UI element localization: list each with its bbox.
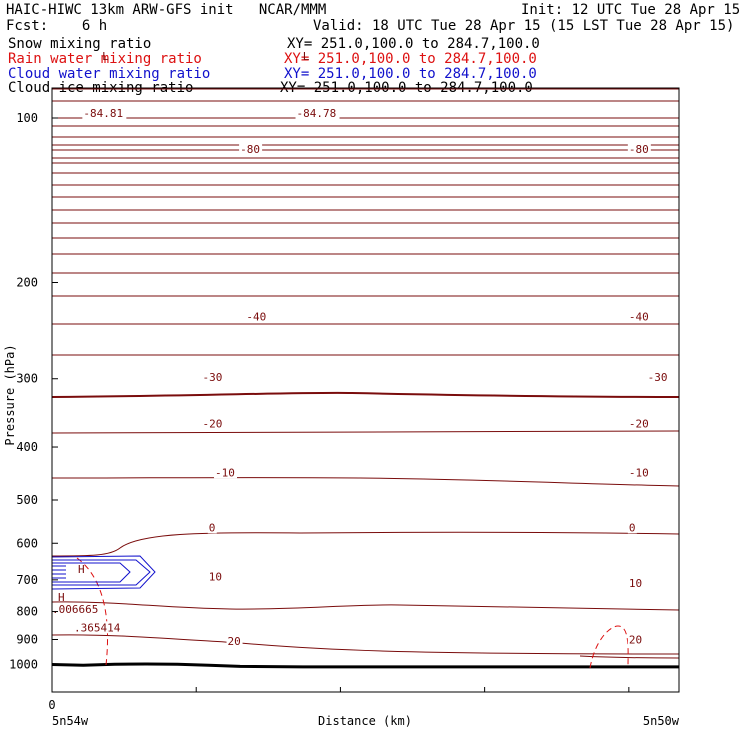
isotherm-line [51,430,680,434]
contour-label-bg [295,107,340,120]
contour-label: -40 [629,311,649,324]
field-label-rain: Rain water mixing ratio [8,51,202,67]
field-label-snow: Snow mixing ratio [8,36,152,52]
contour-label: 20 [228,635,241,648]
contour-label-bg [207,570,224,583]
contour-label-bg [627,521,637,534]
y-tick-label: 800 [16,605,38,619]
contour-label: -30 [648,371,668,384]
field-xy-rain: XY= 251.0,100.0 to 284.7,100.0 [284,51,537,67]
isotherm-line [51,391,680,398]
rain-water-max-value: .006665 [52,603,98,616]
contour-label-bg [201,417,225,430]
contour-label-bg [627,143,651,156]
chart-title: HAIC-HIWC 13km ARW-GFS init NCAR/MMM [6,2,327,18]
surface-pressure-line [51,662,679,669]
low-marker: L [102,50,109,63]
isotherm-line [51,531,680,557]
isotherm-line [51,477,680,487]
contour-label-bg [245,310,269,323]
contour-label: 0 [209,521,216,534]
cloud-water-max-marker: H [78,563,85,576]
contour-label: -10 [215,466,235,479]
contour-label-bg [627,310,651,323]
y-tick-label: 200 [16,276,38,290]
contour-label-bg [201,371,225,384]
rain-water-max-marker: H [58,591,65,604]
low-marker: L [303,50,310,63]
contour-label: -30 [202,371,222,384]
rain-water-contour [589,625,629,669]
cloud-water-contour [51,555,156,590]
y-tick-label: 900 [16,632,38,646]
isotherm-line [579,655,680,659]
contour-label-bg [627,417,651,430]
contour-label: 0 [629,521,636,534]
left-endpoint-label: 5n54w [52,714,89,728]
contour-label-bg [646,371,670,384]
right-endpoint-label: 5n50w [643,714,680,728]
contour-label: -80 [629,143,649,156]
contour-label: -80 [240,143,260,156]
field-xy-snow: XY= 251.0,100.0 to 284.7,100.0 [287,36,540,52]
field-label-cloud-water: Cloud water mixing ratio [8,66,211,82]
contour-label-bg [627,577,644,590]
chart-marks: -84.81 -84.78 -80 -80 -40 -40 -30 -30 -20 -20 -10 -… [51,50,679,669]
contour-label-bg [627,466,651,479]
field-xy-cloud-water: XY= 251.0,100.0 to 284.7,100.0 [284,66,537,82]
y-tick-label: 100 [16,111,38,125]
y-tick-label: 600 [16,536,38,550]
contour-label-bg [214,466,238,479]
contour-label: -20 [202,417,222,430]
contour-label-bg [239,143,263,156]
contour-label: 10 [629,577,642,590]
isotherm-lines [51,88,680,659]
contour-label: -20 [629,417,649,430]
y-tick-label: 500 [16,493,38,507]
y-tick-label: 700 [16,573,38,587]
contour-label-bg [627,633,644,646]
contour-label: -84.78 [297,107,337,120]
x-axis-label: Distance (km) [318,714,412,728]
contour-label: -40 [246,311,266,324]
cloud-water-max-value: .365414 [74,621,121,634]
contour-label-bg [207,521,217,534]
isotherm-line [51,601,680,611]
forecast-hour: Fcst: 6 h [6,18,108,34]
y-tick-label: 300 [16,372,38,386]
y-tick-label: 400 [16,440,38,454]
contour-label-bg [82,107,127,120]
plot-frame [51,87,680,693]
cloud-water-contour [52,562,131,583]
x-axis-start-tick: 0 [48,698,55,712]
contour-label-bg [226,634,243,647]
valid-time: Valid: 18 UTC Tue 28 Apr 15 (15 LST Tue … [313,18,735,34]
y-tick-label: 1000 [9,658,38,672]
contour-label: 20 [629,633,642,646]
contour-label: -10 [629,466,649,479]
cloud-water-contour [52,559,151,586]
isotherm-line [51,634,680,655]
contour-label: -84.81 [83,107,123,120]
y-axis-label: Pressure (hPa) [3,344,17,445]
init-time: Init: 12 UTC Tue 28 Apr 15 [521,2,740,18]
cloud-water-max-value-bg [73,621,124,634]
contour-label: 10 [209,570,222,583]
